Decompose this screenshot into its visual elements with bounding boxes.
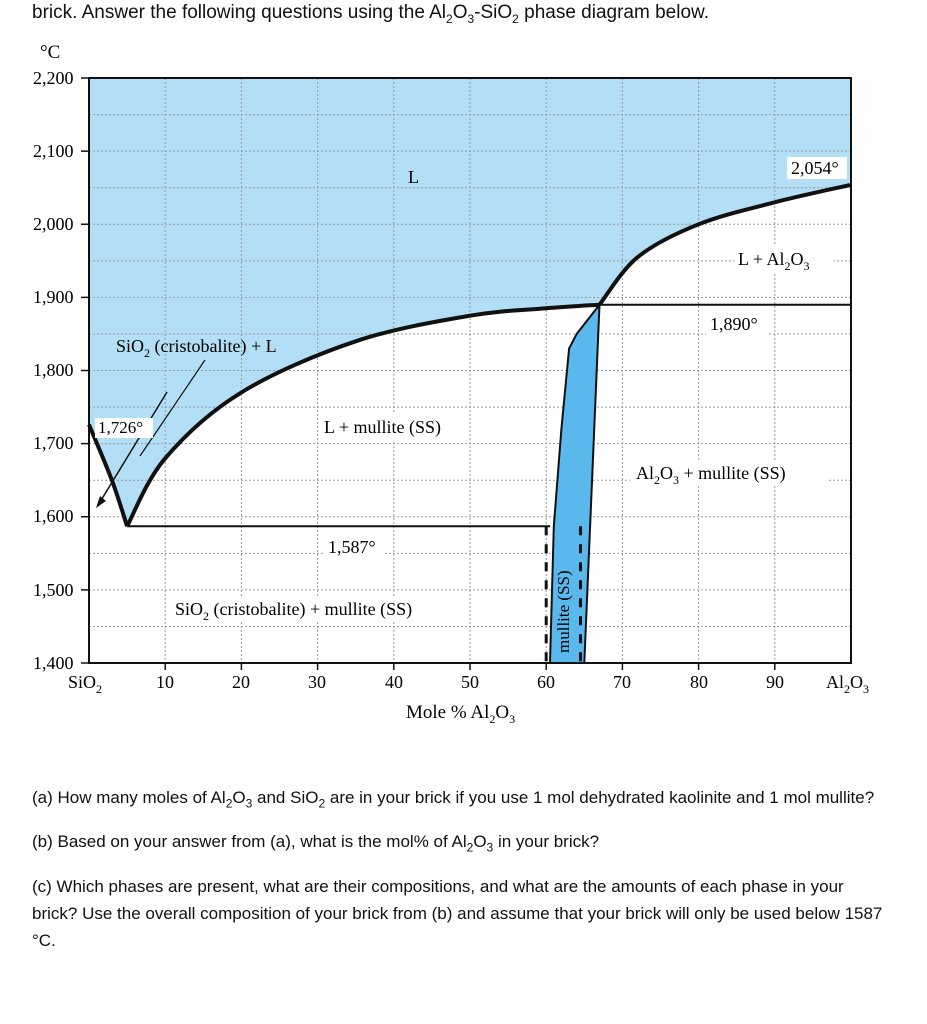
- y-tick-label: 1,600: [33, 506, 74, 526]
- grid: [89, 78, 851, 663]
- phase-label-sio2-mullite: SiO2 (cristobalite) + mullite (SS): [175, 599, 412, 623]
- x-end-label-sio2: SiO2: [68, 672, 102, 696]
- label-box-l-mullite: [319, 414, 467, 440]
- label-box-1726: [95, 418, 153, 438]
- y-tick-label: 2,000: [33, 214, 74, 234]
- x-tick-label: 40: [385, 672, 403, 692]
- phase-diagram: °C 2,200 2,100 2,000 1,900 1,800 1,700 1…: [33, 42, 869, 726]
- x-tick-label: 70: [613, 672, 631, 692]
- x-tick-label: 50: [461, 672, 479, 692]
- invariant-label-1587: 1,587°: [328, 537, 376, 557]
- x-tick-label: 60: [537, 672, 555, 692]
- question-a: (a) How many moles of Al2O3 and SiO2 are…: [32, 788, 875, 811]
- x-tick-label: 10: [156, 672, 174, 692]
- y-tick-label: 1,700: [33, 433, 74, 453]
- phase-label-l-al2o3: L + Al2O3: [738, 249, 810, 273]
- label-box-l-al2o3: [734, 246, 834, 272]
- label-box-sio2-mullite: [170, 596, 468, 622]
- liquidus-mid: [125, 302, 600, 528]
- y-axis-ticks: [81, 77, 89, 664]
- x-tick-label: 30: [308, 672, 326, 692]
- questions: (a) How many moles of Al2O3 and SiO2 are…: [32, 784, 892, 965]
- y-tick-label: 2,100: [33, 141, 74, 161]
- phase-label-liquid: L: [408, 167, 419, 187]
- y-tick-label: 1,800: [33, 360, 74, 380]
- question-c: (c) Which phases are present, what are t…: [32, 876, 883, 950]
- invariant-label-2054: 2,054°: [791, 158, 839, 178]
- arrow-head-1726: [96, 496, 106, 508]
- label-leader-cristobalite: [139, 359, 206, 457]
- label-box-1890: [706, 313, 768, 335]
- y-tick-label: 1,500: [33, 580, 74, 600]
- phase-label-sio2-l: SiO2 (cristobalite) + L: [116, 336, 277, 360]
- phase-label-al2o3-mullite: Al2O3 + mullite (SS): [636, 463, 786, 487]
- y-tick-label: 1,400: [33, 653, 74, 673]
- question-b: (b) Based on your answer from (a), what …: [32, 832, 600, 855]
- x-tick-label: 90: [766, 672, 784, 692]
- x-tick-label: 80: [690, 672, 708, 692]
- x-tick-label: 20: [232, 672, 250, 692]
- invariant-label-1890: 1,890°: [710, 314, 758, 334]
- label-leader-1726: [99, 391, 168, 503]
- label-box-al2o3-mullite: [630, 460, 828, 486]
- liquidus-left: [87, 423, 130, 527]
- intro-text: brick. Answer the following questions us…: [32, 2, 709, 26]
- x-axis-ticks: [164, 663, 776, 670]
- mullite-field: [548, 301, 601, 664]
- invariant-label-1726: 1,726°: [98, 418, 143, 437]
- phase-label-mullite: mullite (SS): [554, 570, 573, 653]
- y-tick-label: 1,900: [33, 287, 74, 307]
- liquidus-right: [597, 182, 852, 306]
- label-box-2054: [787, 157, 847, 179]
- x-end-label-al2o3: Al2O3: [826, 672, 869, 696]
- y-unit-label: °C: [40, 42, 60, 63]
- label-box-1587: [324, 536, 384, 558]
- y-tick-label: 2,200: [33, 68, 74, 88]
- phase-label-l-mullite: L + mullite (SS): [324, 417, 441, 438]
- x-axis-title: Mole % Al2O3: [406, 702, 515, 726]
